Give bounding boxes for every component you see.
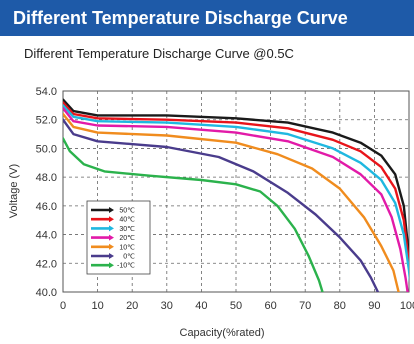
series-line	[63, 101, 409, 274]
x-tick-label: 60	[264, 300, 276, 312]
legend-arrow-icon	[109, 216, 114, 223]
legend-arrow-icon	[109, 225, 114, 232]
y-tick-label: 40.0	[36, 287, 57, 299]
legend-label: 0℃	[123, 254, 135, 261]
legend-label: 20℃	[119, 235, 135, 242]
chart-title: Different Temperature Discharge Curve @0…	[24, 46, 294, 61]
legend-arrow-icon	[109, 253, 114, 259]
legend-label: 30℃	[119, 226, 135, 233]
legend-arrow-icon	[109, 243, 114, 250]
x-tick-label: 0	[60, 300, 66, 312]
series-lines	[63, 98, 409, 292]
x-tick-labels: 0 10 20 30 40 50 60 70 80 90 100	[60, 300, 414, 312]
legend-arrow-icon	[109, 207, 114, 213]
y-tick-label: 48.0	[36, 172, 57, 184]
y-axis-label: Voltage (V)	[8, 164, 20, 218]
legend-label: 50℃	[119, 208, 135, 215]
x-tick-label: 90	[368, 300, 380, 312]
x-tick-label: 50	[230, 300, 242, 312]
series-line	[63, 118, 380, 292]
series-line	[63, 104, 409, 283]
y-tick-label: 50.0	[36, 143, 57, 155]
legend-arrow-icon	[109, 234, 114, 241]
y-tick-labels: 40.0 42.0 44.0 46.0 48.0 50.0 52.0 54.0	[36, 86, 57, 299]
x-tick-label: 80	[334, 300, 346, 312]
legend-label: 40℃	[119, 217, 135, 224]
series-line	[63, 98, 409, 265]
x-tick-label: 10	[91, 300, 103, 312]
x-tick-label: 20	[126, 300, 138, 312]
x-tick-label: 100	[400, 300, 414, 312]
legend-label: -10℃	[117, 263, 135, 270]
series-line	[63, 107, 409, 292]
y-tick-label: 44.0	[36, 230, 57, 242]
y-tick-label: 42.0	[36, 258, 57, 270]
x-tick-label: 70	[299, 300, 311, 312]
series-line	[63, 137, 324, 292]
y-tick-label: 46.0	[36, 201, 57, 213]
x-tick-label: 30	[161, 300, 173, 312]
page-banner-title: Different Temperature Discharge Curve	[0, 0, 414, 36]
x-axis-label: Capacity(%rated)	[180, 327, 265, 339]
series-line	[63, 112, 400, 292]
legend-label: 10℃	[119, 244, 135, 251]
legend: 50℃ 40℃ 30℃ 20℃ 10℃ 0℃ -10℃	[86, 200, 151, 275]
y-tick-label: 54.0	[36, 86, 57, 98]
x-tick-label: 40	[195, 300, 207, 312]
y-tick-label: 52.0	[36, 115, 57, 127]
legend-arrow-icon	[109, 262, 114, 269]
